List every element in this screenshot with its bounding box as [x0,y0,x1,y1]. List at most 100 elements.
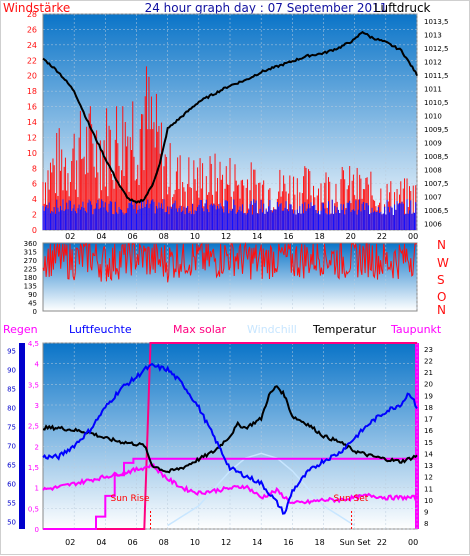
humidity-temperature-x-tick-labels: 02 04 06 08 10 12 14 16 18 Sun Set 22 00 [65,538,418,547]
wind-pressure-x-tick-labels: 02 04 06 08 10 12 14 16 18 20 22 00 [65,232,418,241]
rain-tick-label: 2 [35,443,39,451]
x-tick-label: 00 [408,538,418,547]
legend: Regen Luftfeuchte Max solar Windchill Temper… [3,323,442,336]
pressure-tick-label: 1009,5 [424,126,449,134]
rain-tick-label: 3 [35,402,39,410]
direction-tick-label: 315 [24,249,37,257]
rain-tick-labels: 0 0,5 1 1,5 2 2,5 3 3,5 4 4,5 [28,340,40,534]
humidity-tick-label: 80 [7,405,16,413]
x-tick-label: 04 [96,538,106,547]
rain-tick-label: 3,5 [28,381,39,389]
wind-tick-label: 4 [32,195,37,204]
wind-tick-label: 22 [27,56,37,65]
direction-tick-label: 180 [24,274,37,282]
pressure-line [42,30,418,204]
pressure-tick-label: 1007 [424,193,442,201]
legend-entry: Regen [3,323,38,336]
x-tick-label: 16 [283,232,293,241]
temperature-tick-label: 12 [424,474,433,482]
humidity-tick-label: 95 [7,348,16,356]
compass-label: O [437,290,446,304]
x-tick-label: 12 [221,232,231,241]
temperature-tick-label: 13 [424,462,433,470]
pressure-tick-label: 1006 [424,220,442,228]
sun-markers: Sun Rise Sun Set [111,494,369,529]
temperature-tick-label: 23 [424,346,433,354]
pressure-tick-label: 1011,5 [424,72,449,80]
x-tick-label: 10 [190,232,200,241]
temperature-tick-label: 17 [424,416,433,424]
temperature-line [42,385,418,474]
legend-entry: Taupunkt [390,323,442,336]
pressure-tick-label: 1012 [424,58,442,66]
direction-tick-label: 360 [24,240,37,248]
pressure-tick-label: 1010 [424,112,442,120]
pressure-tick-label: 1008,5 [424,153,449,161]
wind-tick-label: 20 [27,72,37,81]
humidity-tick-label: 70 [7,442,16,450]
humidity-line [42,362,418,515]
pressure-tick-label: 1007,5 [424,180,449,188]
x-tick-label: Sun Set [340,538,371,547]
compass-label: N [437,238,446,252]
compass-label: N [437,303,446,317]
compass-label: S [437,273,445,287]
direction-tick-label: 270 [24,257,37,265]
direction-tick-label: 135 [24,283,37,291]
wind-tick-label: 2 [32,211,37,220]
wind-tick-label: 14 [27,118,37,127]
rain-tick-label: 4,5 [28,340,39,348]
header-title: 24 hour graph day : 07 September 2011 [145,1,388,15]
x-tick-label: 18 [315,232,325,241]
x-tick-label: 22 [377,232,387,241]
rain-tick-label: 4 [35,361,40,369]
x-tick-label: 16 [283,538,293,547]
pressure-tick-label: 1006,5 [424,207,449,215]
wind-pressure-gridlines [43,13,418,231]
wind-tick-label: 10 [27,149,37,158]
wind-tick-label: 24 [27,41,37,50]
x-tick-label: 04 [96,232,106,241]
wind-tick-label: 18 [27,87,37,96]
temperature-tick-label: 16 [424,427,433,435]
rain-line [43,457,417,530]
temperature-tick-labels: 8 9 10 11 12 13 14 15 16 17 18 19 20 21 22 23 [424,346,433,528]
wind-tick-label: 12 [27,133,37,142]
x-tick-label: 12 [221,538,231,547]
x-tick-label: 08 [159,232,169,241]
rain-tick-label: 1 [35,485,39,493]
legend-entry: Max solar [173,323,226,336]
wind-direction-line [42,241,417,283]
direction-tick-label: 90 [28,291,37,299]
x-tick-label: 00 [408,232,418,241]
humidity-axis-bar [19,343,25,529]
windchill-line [167,452,356,527]
dewpoint-line [42,462,418,505]
x-tick-label: 10 [190,538,200,547]
temperature-tick-label: 19 [424,392,433,400]
direction-tick-label: 45 [28,300,37,308]
header-right-label: Luftdruck [374,1,431,15]
pressure-tick-label: 1013,5 [424,18,449,26]
x-tick-label: 06 [128,538,138,547]
temperature-tick-label: 20 [424,381,433,389]
temperature-tick-label: 14 [424,450,433,458]
humidity-tick-label: 75 [7,424,16,432]
pressure-tick-label: 1013 [424,31,442,39]
x-tick-label: 20 [346,232,356,241]
temperature-tick-label: 21 [424,369,433,377]
x-tick-label: 08 [159,538,169,547]
rain-tick-label: 0,5 [28,505,39,513]
humidity-tick-label: 90 [7,367,16,375]
temperature-tick-label: 22 [424,357,433,365]
x-tick-label: 02 [65,232,75,241]
temperature-tick-label: 11 [424,485,433,493]
wind-bars [42,66,417,230]
rain-tick-label: 2,5 [28,423,39,431]
pressure-tick-label: 1010,5 [424,99,449,107]
